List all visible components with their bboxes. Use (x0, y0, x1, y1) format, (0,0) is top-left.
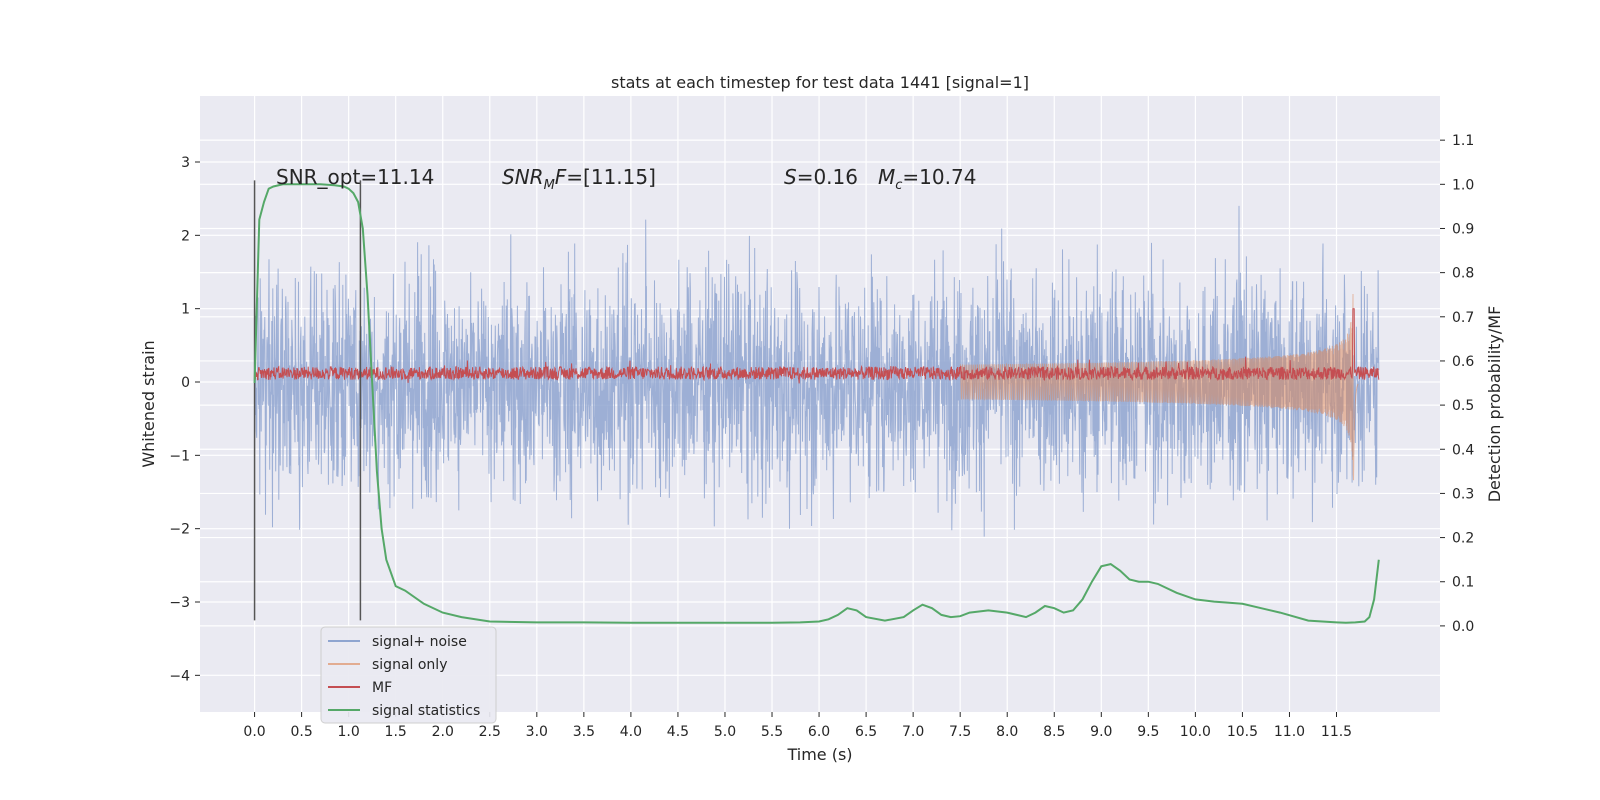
x-tick-label: 4.0 (620, 724, 642, 740)
signal-only-trace (959, 293, 1359, 481)
series-mf (254, 308, 1380, 384)
x-tick-label: 6.0 (808, 724, 830, 740)
x-tick-label: 3.5 (573, 724, 595, 740)
y2-tick-label: 0.9 (1452, 221, 1474, 237)
x-axis-ticks: 0.0 0.5 1.0 1.5 2.0 2.5 3.0 3.5 4.0 4.5 5.0 5.5 6.0 6… (243, 712, 1352, 740)
x-tick-label: 4.5 (667, 724, 689, 740)
x-tick-label: 11.0 (1274, 724, 1305, 740)
legend-label-mf: MF (372, 680, 392, 696)
y-tick-label: −3 (169, 595, 190, 611)
signal-statistics-line (253, 183, 1380, 624)
x-axis-label: Time (s) (786, 745, 852, 764)
annotation-snr-opt: SNR_opt=11.14 (276, 165, 434, 189)
y-tick-label: −2 (169, 522, 190, 538)
x-tick-label: 7.5 (949, 724, 971, 740)
window-markers (253, 180, 362, 621)
x-tick-label: 2.5 (479, 724, 501, 740)
legend-label-signal-statistics: signal statistics (372, 703, 480, 719)
legend-box (320, 626, 497, 724)
y-tick-label: 0 (181, 375, 190, 391)
x-tick-label: 2.0 (432, 724, 454, 740)
x-tick-label: 11.5 (1321, 724, 1352, 740)
y-tick-label: 2 (181, 228, 190, 244)
x-tick-label: 1.0 (338, 724, 360, 740)
series-signal-only (959, 293, 1359, 481)
y-tick-label: −1 (169, 448, 190, 464)
x-tick-label: 0.5 (290, 724, 312, 740)
y2-tick-label: 0.6 (1452, 354, 1474, 370)
y-axis-ticks: 3 2 1 0 −1 −2 −3 −4 (169, 155, 200, 684)
x-tick-label: 9.5 (1137, 724, 1159, 740)
x-tick-label: 6.5 (855, 724, 877, 740)
annotation-snr-mf: SNRMF=[11.15] (502, 165, 656, 193)
legend: signal+ noise signal only MF signal stat… (320, 626, 497, 724)
mf-trace (254, 308, 1380, 384)
x-tick-label: 10.5 (1227, 724, 1258, 740)
y-tick-label: 3 (181, 155, 190, 171)
x-tick-label: 9.0 (1090, 724, 1112, 740)
x-tick-label: 3.0 (526, 724, 548, 740)
y2-tick-label: 0.1 (1452, 575, 1474, 591)
chart-title: stats at each timestep for test data 144… (611, 73, 1029, 92)
x-tick-label: 7.0 (902, 724, 924, 740)
y-tick-label: −4 (169, 668, 190, 684)
y2-tick-label: 1.1 (1452, 133, 1474, 149)
x-tick-label: 5.0 (714, 724, 736, 740)
x-tick-label: 5.5 (761, 724, 783, 740)
annotation-s: S=0.16 (784, 165, 858, 189)
y2-axis-ticks: 1.1 1.0 0.9 0.8 0.7 0.6 0.5 0.4 0.3 0.2 0.1 0.0 (1440, 133, 1474, 635)
y2-axis-label: Detection probability/MF (1485, 306, 1504, 503)
legend-label-signal-noise: signal+ noise (372, 634, 467, 650)
y-tick-label: 1 (181, 302, 190, 318)
y-axis-label: Whitened strain (139, 340, 158, 467)
y2-tick-label: 0.4 (1452, 442, 1474, 458)
y2-tick-label: 0.2 (1452, 531, 1474, 547)
y2-tick-label: 0.0 (1452, 619, 1474, 635)
legend-label-signal-only: signal only (372, 657, 447, 673)
y2-tick-label: 1.0 (1452, 177, 1474, 193)
x-tick-label: 1.5 (385, 724, 407, 740)
series-signal-statistics (253, 183, 1380, 624)
x-tick-label: 8.5 (1043, 724, 1065, 740)
y2-tick-label: 0.3 (1452, 486, 1474, 502)
y2-tick-label: 0.5 (1452, 398, 1474, 414)
annotation-mc: Mc=10.74 (878, 165, 976, 193)
y2-tick-label: 0.7 (1452, 310, 1474, 326)
y2-tick-label: 0.8 (1452, 266, 1474, 282)
x-tick-label: 8.0 (996, 724, 1018, 740)
x-tick-label: 10.0 (1180, 724, 1211, 740)
x-tick-label: 0.0 (243, 724, 265, 740)
